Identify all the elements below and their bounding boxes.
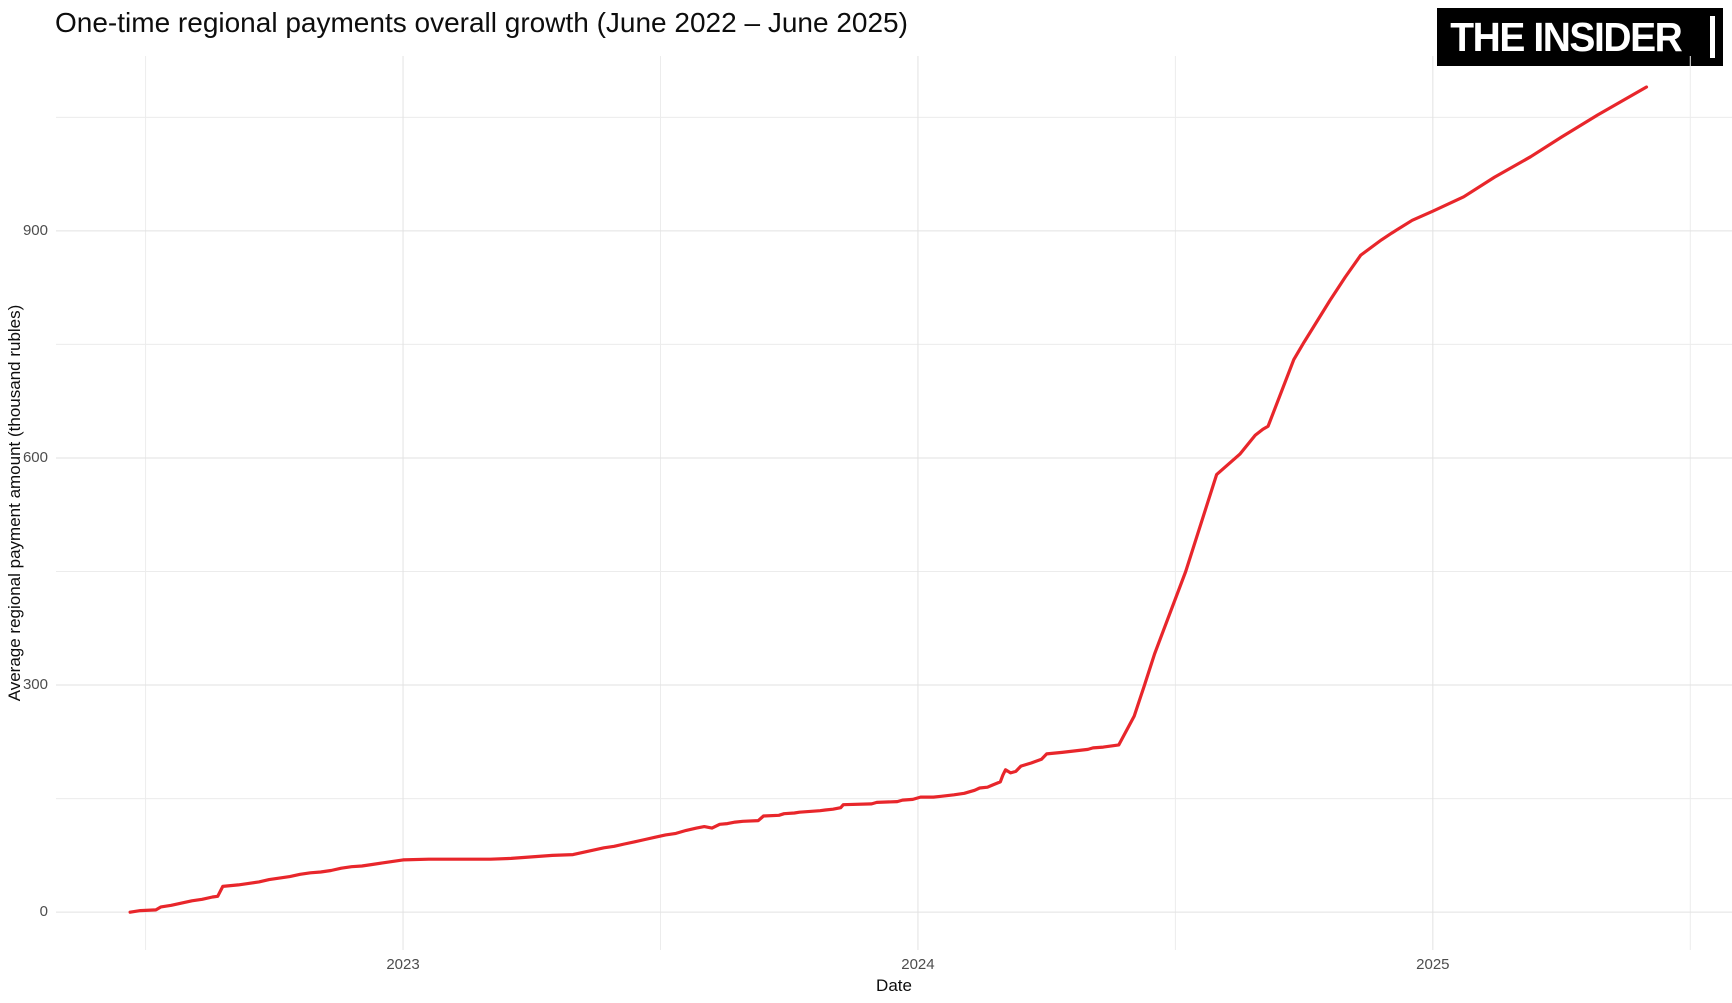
x-tick-label: 2024: [901, 956, 935, 973]
plot-canvas: [56, 56, 1732, 950]
y-tick-label: 0: [39, 903, 48, 921]
x-axis-title: Date: [876, 976, 912, 995]
payments-line: [128, 85, 1649, 914]
x-tick-label: 2023: [386, 956, 420, 973]
the-insider-logo: THE INSIDER: [1437, 8, 1723, 66]
y-tick-label: 600: [22, 448, 48, 466]
chart-title: One-time regional payments overall growt…: [55, 7, 908, 38]
y-tick-label: 900: [22, 221, 48, 239]
plot-panel: [56, 56, 1732, 950]
y-tick-label: 300: [22, 676, 48, 694]
x-tick-label: 2025: [1416, 956, 1450, 973]
y-axis-title: Average regional payment amount (thousan…: [5, 304, 24, 702]
logo-cursor-bar: [1710, 16, 1715, 58]
the-insider-logo-text: THE INSIDER: [1450, 13, 1682, 60]
